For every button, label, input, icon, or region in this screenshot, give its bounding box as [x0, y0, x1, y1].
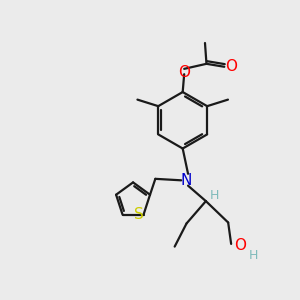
Text: H: H	[248, 249, 258, 262]
Text: H: H	[210, 189, 220, 202]
Text: N: N	[181, 173, 192, 188]
Text: S: S	[134, 207, 144, 222]
Text: O: O	[234, 238, 246, 253]
Text: O: O	[225, 59, 237, 74]
Text: O: O	[178, 65, 190, 80]
